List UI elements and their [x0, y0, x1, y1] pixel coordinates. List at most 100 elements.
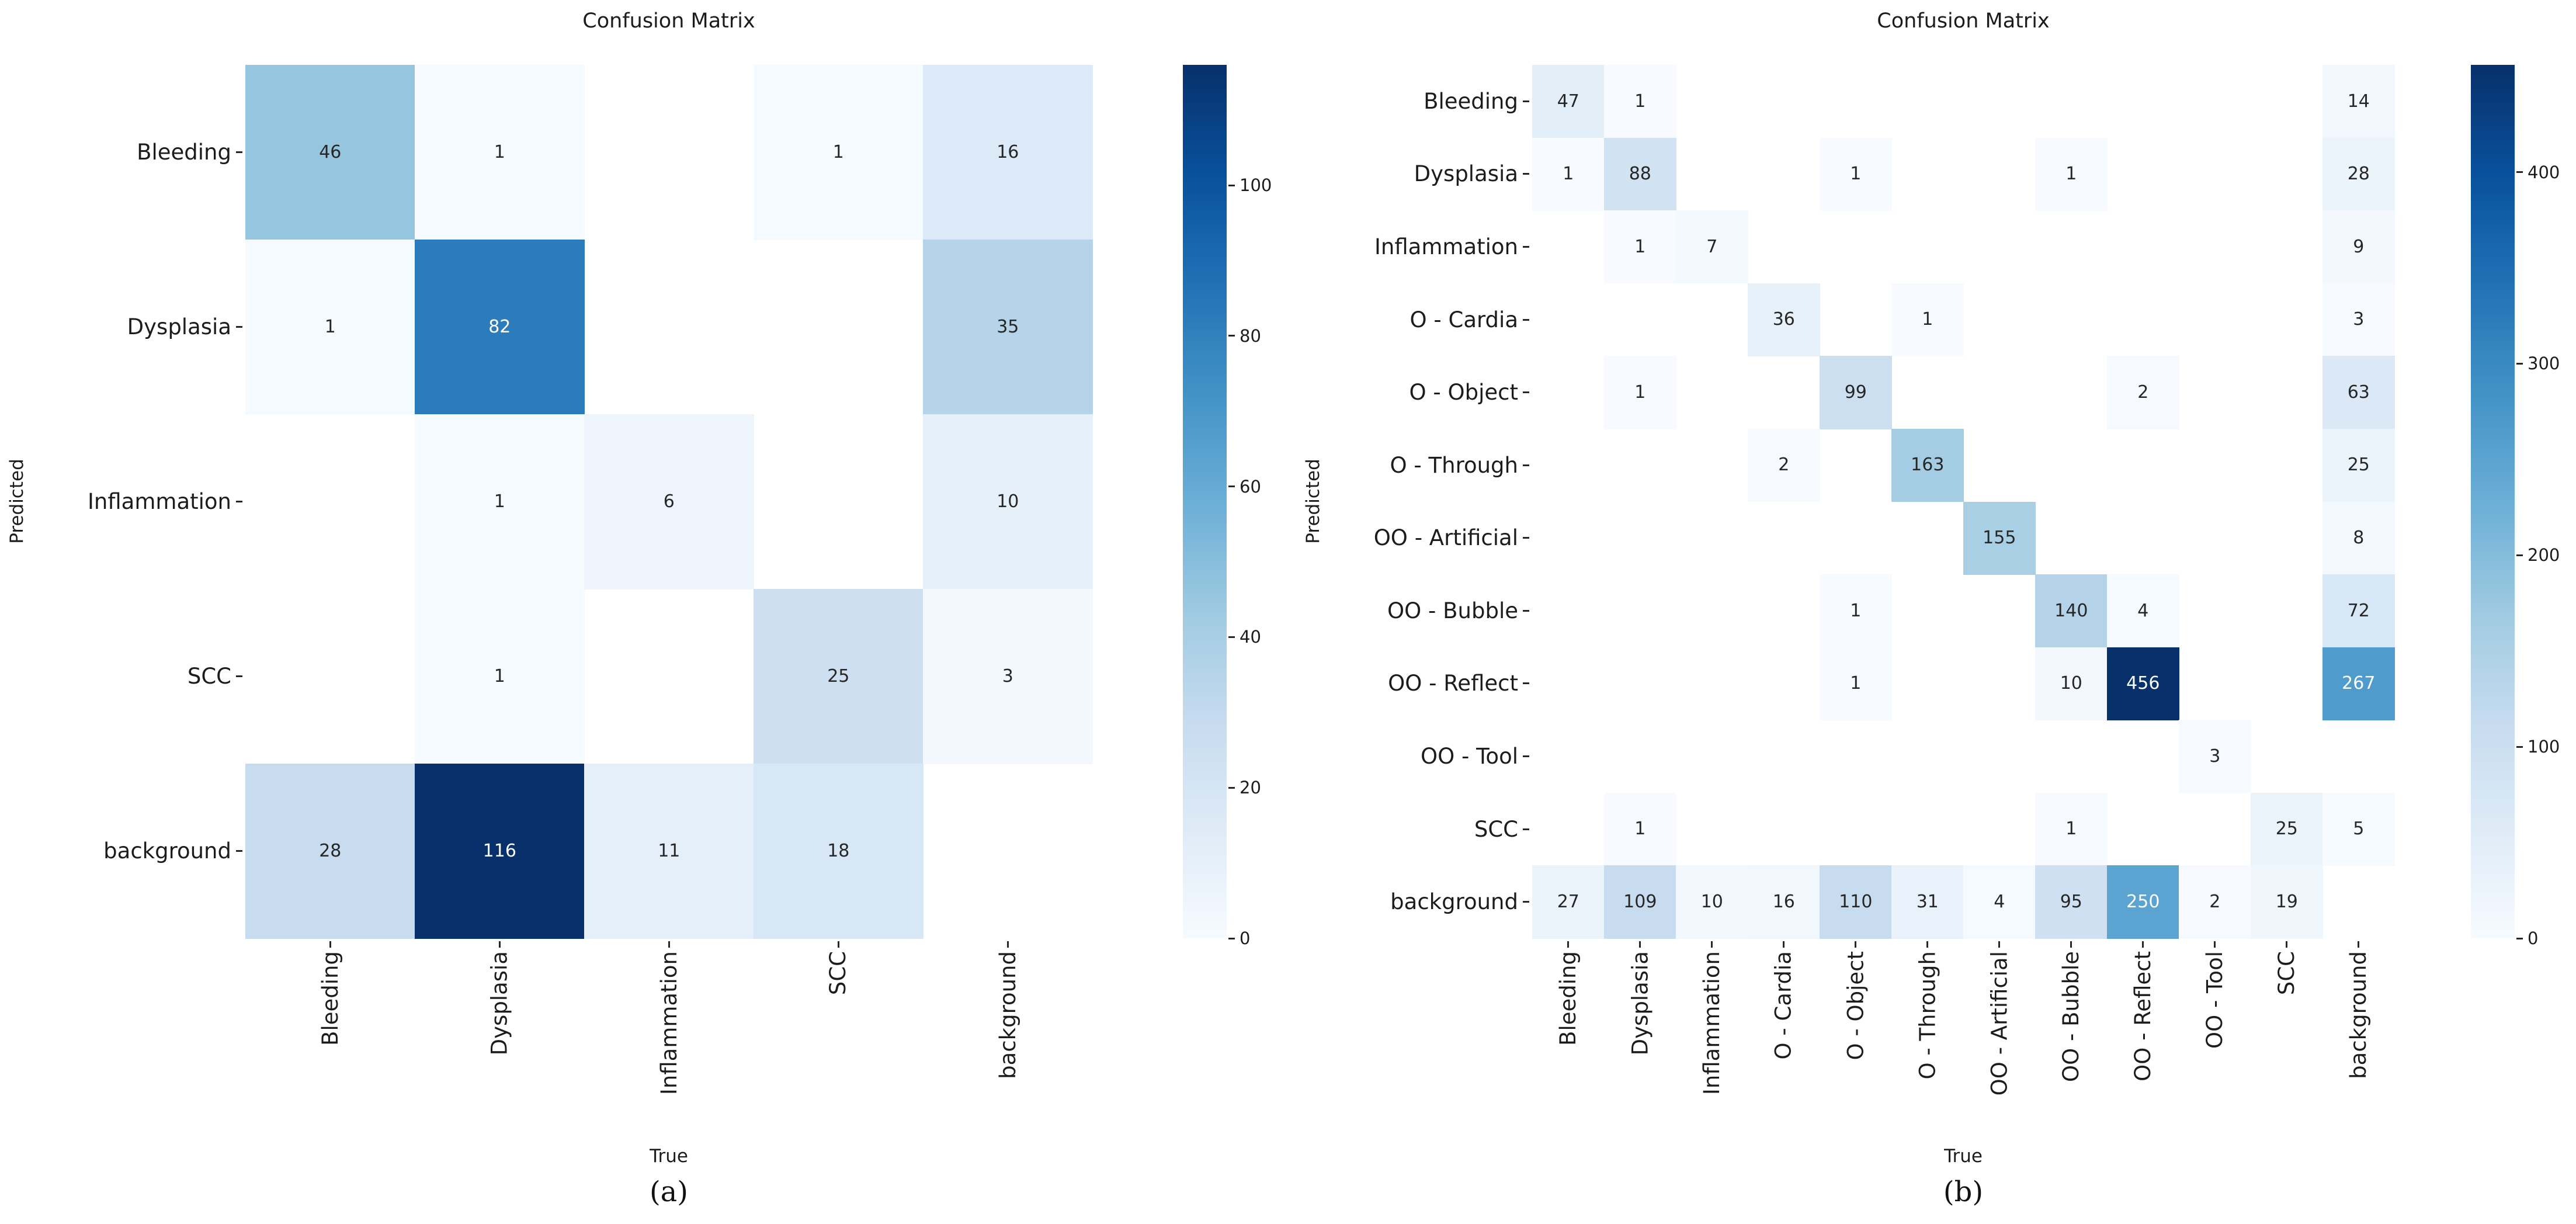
heatmap-cell: 72 [2322, 574, 2395, 648]
y-tick-label: O - Through [1390, 452, 1518, 478]
x-tick-mark [2142, 941, 2144, 948]
cell-value: 10 [2060, 673, 2082, 694]
heatmap-cell: 63 [2322, 356, 2395, 429]
heatmap-cell: 1 [1604, 792, 1676, 866]
heatmap-cell: 35 [923, 240, 1093, 415]
heatmap-cell: 11 [584, 764, 754, 939]
heatmap-cell: 46 [245, 65, 415, 240]
cell-value: 63 [2347, 382, 2370, 403]
x-tick-label: O - Object [1843, 951, 1868, 1060]
x-tick-mark [2358, 941, 2359, 948]
heatmap-cell: 28 [2322, 137, 2395, 211]
cell-value: 2 [1778, 455, 1790, 476]
cell-value: 31 [1916, 891, 1939, 912]
y-tick-label: OO - Tool [1421, 744, 1518, 769]
colorbar-tick-label: 400 [2528, 162, 2560, 182]
heatmap-cell: 28 [245, 764, 415, 939]
cell-value: 9 [2353, 236, 2365, 257]
cell-value: 99 [1844, 382, 1867, 403]
heatmap-cell: 1 [2035, 792, 2108, 866]
heatmap-cell: 4 [1963, 865, 2036, 939]
heatmap-cell: 8 [2322, 501, 2395, 575]
heatmap-cell: 10 [2035, 647, 2108, 720]
y-tick-mark [236, 850, 242, 852]
cell-value: 1 [1634, 382, 1646, 403]
cell-value: 16 [1772, 891, 1795, 912]
colorbar-tick-label: 100 [2528, 737, 2560, 757]
cell-value: 28 [319, 840, 342, 861]
cell-value: 25 [2347, 455, 2370, 476]
x-tick-label: Bleeding [1556, 951, 1581, 1046]
x-tick-label: Dysplasia [1627, 951, 1652, 1056]
heatmap-cell: 9 [2322, 210, 2395, 284]
heatmap-cell: 7 [1676, 210, 1748, 284]
colorbar-tick-mark [1228, 184, 1235, 186]
heatmap-cell: 1 [1604, 210, 1676, 284]
y-tick-mark [1523, 391, 1529, 394]
y-tick-mark [1523, 828, 1529, 830]
heatmap-cell: 250 [2107, 865, 2179, 939]
y-tick-label: O - Object [1409, 380, 1519, 405]
cell-value: 5 [2353, 819, 2365, 840]
colorbar-tick-label: 0 [2528, 928, 2539, 948]
x-tick-mark [1783, 941, 1785, 948]
colorbar-tick-label: 40 [1240, 627, 1261, 647]
y-tick-label: Dysplasia [1414, 161, 1518, 187]
cell-value: 4 [1994, 891, 2005, 912]
cell-value: 1 [494, 141, 505, 162]
x-axis-label: True [650, 1146, 688, 1167]
x-tick-mark [668, 941, 670, 948]
y-tick-mark [236, 151, 242, 153]
heatmap-cell: 1 [415, 414, 585, 590]
y-tick-label: Dysplasia [127, 314, 231, 339]
x-tick-label: OO - Tool [2202, 951, 2227, 1049]
heatmap-cell: 2 [2179, 865, 2251, 939]
heatmap-cell: 19 [2251, 865, 2323, 939]
heatmap-cell: 36 [1748, 283, 1820, 356]
colorbar-tick-label: 300 [2528, 353, 2560, 374]
heatmap-cell: 16 [923, 65, 1093, 240]
x-tick-label: background [2346, 951, 2371, 1079]
heatmap-cell: 110 [1820, 865, 1892, 939]
heatmap-cell: 2 [2107, 356, 2179, 429]
heatmap-cell: 140 [2035, 574, 2108, 648]
y-tick-label: OO - Bubble [1387, 598, 1518, 623]
heatmap-cell: 3 [923, 589, 1093, 764]
heatmap-cell: 1 [2035, 137, 2108, 211]
colorbar-gradient [2471, 65, 2515, 938]
colorbar-tick-label: 60 [1240, 476, 1261, 497]
heatmap-cell: 1 [1532, 137, 1605, 211]
y-tick-mark [1523, 609, 1529, 612]
cell-value: 47 [1557, 91, 1579, 112]
subfigure-caption: (b) [1943, 1176, 1984, 1208]
y-tick-mark [1523, 901, 1529, 903]
colorbar-tick-label: 200 [2528, 545, 2560, 566]
y-tick-mark [1523, 245, 1529, 248]
colorbar-tick-label: 0 [1240, 928, 1251, 948]
confusion-matrix-heatmap: 47 1 14 1 88 1 1 28 1 7 9 36 1 3 1 99 2 63 2 163 25 155 8 1 140 4… [1532, 65, 2395, 939]
x-tick-mark [2214, 941, 2216, 948]
heatmap-cell: 25 [2251, 792, 2323, 866]
cell-value: 1 [2065, 819, 2077, 840]
x-tick-label: OO - Reflect [2130, 951, 2155, 1081]
x-tick-label: O - Through [1915, 951, 1940, 1080]
x-tick-mark [498, 941, 501, 948]
y-tick-mark [1523, 464, 1529, 466]
heatmap-cell: 1 [1891, 283, 1964, 356]
heatmap-cell: 27 [1532, 865, 1605, 939]
y-tick-label: O - Cardia [1409, 307, 1518, 332]
heatmap-cell: 16 [1748, 865, 1820, 939]
y-tick-label: Inflammation [1374, 234, 1518, 259]
cell-value: 1 [324, 316, 336, 337]
y-tick-label: OO - Reflect [1388, 671, 1518, 696]
colorbar-tick-label: 20 [1240, 778, 1261, 798]
chart-title: Confusion Matrix [1877, 9, 2050, 33]
subfigure-caption: (a) [649, 1176, 689, 1208]
x-tick-mark [1926, 941, 1928, 948]
heatmap-cell: 456 [2107, 647, 2179, 720]
x-tick-label: Inflammation [1699, 951, 1724, 1095]
heatmap-cell: 95 [2035, 865, 2108, 939]
cell-value: 1 [1563, 164, 1574, 185]
